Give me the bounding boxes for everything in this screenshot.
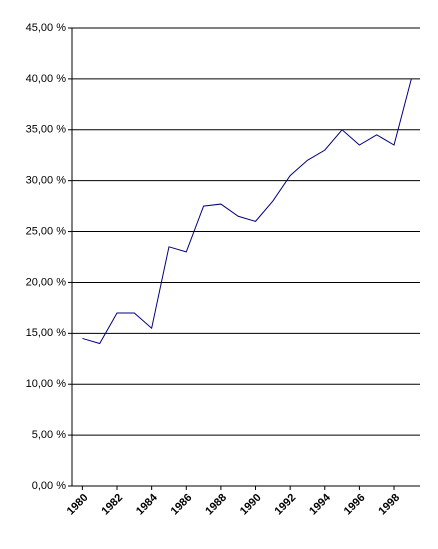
x-tick-label: 1984 <box>134 491 160 517</box>
x-tick-label: 1994 <box>307 491 333 517</box>
x-tick-label: 1980 <box>65 492 91 518</box>
y-tick-label: 0,00 % <box>32 480 66 492</box>
y-tick-label: 10,00 % <box>26 378 67 390</box>
y-tick-label: 35,00 % <box>26 124 67 136</box>
y-tick-label: 25,00 % <box>26 225 67 237</box>
x-tick-label: 1992 <box>273 492 299 518</box>
line <box>82 78 412 345</box>
x-tick-label: 1990 <box>238 492 264 518</box>
y-tick-label: 15,00 % <box>26 327 67 339</box>
x-tick-label: 1998 <box>376 492 402 518</box>
x-tick-label: 1986 <box>169 492 195 518</box>
y-tick-label: 40,00 % <box>26 73 67 85</box>
x-tick-label: 1988 <box>203 492 229 518</box>
y-tick-label: 20,00 % <box>26 276 67 288</box>
x-tick-label: 1996 <box>342 492 368 518</box>
y-tick-label: 45,00 % <box>26 22 67 34</box>
x-tick-label: 1982 <box>99 492 125 518</box>
y-tick-label: 5,00 % <box>32 429 66 441</box>
y-tick-label: 30,00 % <box>26 175 67 187</box>
